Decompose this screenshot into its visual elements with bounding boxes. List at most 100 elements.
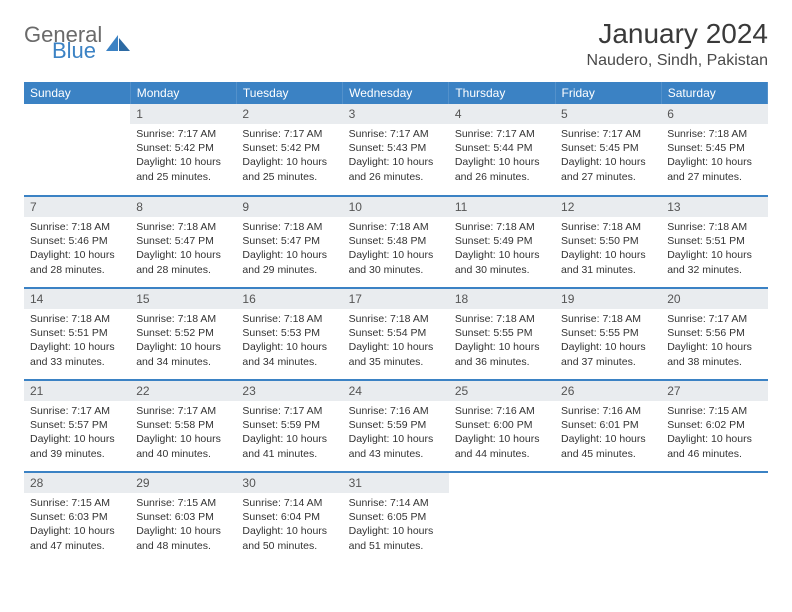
day-body: Sunrise: 7:18 AMSunset: 5:53 PMDaylight:… (236, 309, 342, 375)
day-body: Sunrise: 7:18 AMSunset: 5:52 PMDaylight:… (130, 309, 236, 375)
calendar-cell: 30Sunrise: 7:14 AMSunset: 6:04 PMDayligh… (236, 472, 342, 564)
day-number: 28 (24, 473, 130, 493)
calendar-cell: 15Sunrise: 7:18 AMSunset: 5:52 PMDayligh… (130, 288, 236, 380)
day-number: 8 (130, 197, 236, 217)
day-body: Sunrise: 7:15 AMSunset: 6:02 PMDaylight:… (661, 401, 767, 467)
day-body: Sunrise: 7:17 AMSunset: 5:56 PMDaylight:… (661, 309, 767, 375)
day-body: Sunrise: 7:17 AMSunset: 5:44 PMDaylight:… (449, 124, 555, 190)
calendar-cell: 22Sunrise: 7:17 AMSunset: 5:58 PMDayligh… (130, 380, 236, 472)
day-header: Thursday (449, 82, 555, 104)
day-number: 9 (236, 197, 342, 217)
calendar-cell (555, 472, 661, 564)
calendar-cell: 25Sunrise: 7:16 AMSunset: 6:00 PMDayligh… (449, 380, 555, 472)
day-body: Sunrise: 7:17 AMSunset: 5:43 PMDaylight:… (343, 124, 449, 190)
day-number: 21 (24, 381, 130, 401)
calendar-cell: 23Sunrise: 7:17 AMSunset: 5:59 PMDayligh… (236, 380, 342, 472)
day-header: Saturday (661, 82, 767, 104)
calendar-body: 1Sunrise: 7:17 AMSunset: 5:42 PMDaylight… (24, 104, 768, 564)
calendar-cell: 1Sunrise: 7:17 AMSunset: 5:42 PMDaylight… (130, 104, 236, 196)
day-body: Sunrise: 7:14 AMSunset: 6:04 PMDaylight:… (236, 493, 342, 559)
calendar-cell: 13Sunrise: 7:18 AMSunset: 5:51 PMDayligh… (661, 196, 767, 288)
day-body: Sunrise: 7:16 AMSunset: 6:00 PMDaylight:… (449, 401, 555, 467)
day-body: Sunrise: 7:18 AMSunset: 5:55 PMDaylight:… (449, 309, 555, 375)
day-number: 20 (661, 289, 767, 309)
day-header: Sunday (24, 82, 130, 104)
day-number: 23 (236, 381, 342, 401)
calendar-cell: 8Sunrise: 7:18 AMSunset: 5:47 PMDaylight… (130, 196, 236, 288)
calendar-cell: 20Sunrise: 7:17 AMSunset: 5:56 PMDayligh… (661, 288, 767, 380)
day-number: 26 (555, 381, 661, 401)
brand-logo: General Blue (24, 24, 132, 62)
calendar-cell: 21Sunrise: 7:17 AMSunset: 5:57 PMDayligh… (24, 380, 130, 472)
calendar-cell: 24Sunrise: 7:16 AMSunset: 5:59 PMDayligh… (343, 380, 449, 472)
calendar-cell: 7Sunrise: 7:18 AMSunset: 5:46 PMDaylight… (24, 196, 130, 288)
calendar-cell: 5Sunrise: 7:17 AMSunset: 5:45 PMDaylight… (555, 104, 661, 196)
day-number: 15 (130, 289, 236, 309)
day-number: 25 (449, 381, 555, 401)
day-body: Sunrise: 7:17 AMSunset: 5:58 PMDaylight:… (130, 401, 236, 467)
calendar-cell: 14Sunrise: 7:18 AMSunset: 5:51 PMDayligh… (24, 288, 130, 380)
day-number: 13 (661, 197, 767, 217)
day-number: 3 (343, 104, 449, 124)
day-body: Sunrise: 7:18 AMSunset: 5:47 PMDaylight:… (130, 217, 236, 283)
day-number: 11 (449, 197, 555, 217)
day-body: Sunrise: 7:15 AMSunset: 6:03 PMDaylight:… (130, 493, 236, 559)
day-number: 16 (236, 289, 342, 309)
calendar-cell: 29Sunrise: 7:15 AMSunset: 6:03 PMDayligh… (130, 472, 236, 564)
calendar-cell: 17Sunrise: 7:18 AMSunset: 5:54 PMDayligh… (343, 288, 449, 380)
calendar-cell: 16Sunrise: 7:18 AMSunset: 5:53 PMDayligh… (236, 288, 342, 380)
calendar-cell (449, 472, 555, 564)
day-number: 22 (130, 381, 236, 401)
day-number: 2 (236, 104, 342, 124)
calendar-head: SundayMondayTuesdayWednesdayThursdayFrid… (24, 82, 768, 104)
day-header: Wednesday (343, 82, 449, 104)
calendar-cell: 6Sunrise: 7:18 AMSunset: 5:45 PMDaylight… (661, 104, 767, 196)
day-body: Sunrise: 7:16 AMSunset: 5:59 PMDaylight:… (343, 401, 449, 467)
day-body: Sunrise: 7:14 AMSunset: 6:05 PMDaylight:… (343, 493, 449, 559)
day-number: 12 (555, 197, 661, 217)
calendar-cell: 3Sunrise: 7:17 AMSunset: 5:43 PMDaylight… (343, 104, 449, 196)
day-body: Sunrise: 7:18 AMSunset: 5:50 PMDaylight:… (555, 217, 661, 283)
day-number: 7 (24, 197, 130, 217)
day-body: Sunrise: 7:15 AMSunset: 6:03 PMDaylight:… (24, 493, 130, 559)
day-body: Sunrise: 7:18 AMSunset: 5:46 PMDaylight:… (24, 217, 130, 283)
day-number: 19 (555, 289, 661, 309)
day-number: 14 (24, 289, 130, 309)
calendar-cell (24, 104, 130, 196)
day-body: Sunrise: 7:18 AMSunset: 5:51 PMDaylight:… (661, 217, 767, 283)
calendar-cell (661, 472, 767, 564)
calendar-cell: 2Sunrise: 7:17 AMSunset: 5:42 PMDaylight… (236, 104, 342, 196)
sail-icon (104, 33, 132, 53)
calendar-cell: 26Sunrise: 7:16 AMSunset: 6:01 PMDayligh… (555, 380, 661, 472)
page-header: General Blue January 2024 Naudero, Sindh… (24, 18, 768, 70)
day-header: Friday (555, 82, 661, 104)
day-body: Sunrise: 7:17 AMSunset: 5:42 PMDaylight:… (130, 124, 236, 190)
day-body: Sunrise: 7:18 AMSunset: 5:48 PMDaylight:… (343, 217, 449, 283)
day-body: Sunrise: 7:18 AMSunset: 5:47 PMDaylight:… (236, 217, 342, 283)
calendar-cell: 9Sunrise: 7:18 AMSunset: 5:47 PMDaylight… (236, 196, 342, 288)
day-number: 18 (449, 289, 555, 309)
calendar-cell: 27Sunrise: 7:15 AMSunset: 6:02 PMDayligh… (661, 380, 767, 472)
day-body: Sunrise: 7:17 AMSunset: 5:42 PMDaylight:… (236, 124, 342, 190)
day-body: Sunrise: 7:18 AMSunset: 5:45 PMDaylight:… (661, 124, 767, 190)
day-body: Sunrise: 7:18 AMSunset: 5:55 PMDaylight:… (555, 309, 661, 375)
day-body: Sunrise: 7:17 AMSunset: 5:57 PMDaylight:… (24, 401, 130, 467)
day-number: 30 (236, 473, 342, 493)
location-text: Naudero, Sindh, Pakistan (587, 52, 768, 70)
month-title: January 2024 (587, 18, 768, 50)
calendar-cell: 11Sunrise: 7:18 AMSunset: 5:49 PMDayligh… (449, 196, 555, 288)
calendar-table: SundayMondayTuesdayWednesdayThursdayFrid… (24, 82, 768, 564)
day-number: 24 (343, 381, 449, 401)
day-body: Sunrise: 7:18 AMSunset: 5:54 PMDaylight:… (343, 309, 449, 375)
calendar-cell: 12Sunrise: 7:18 AMSunset: 5:50 PMDayligh… (555, 196, 661, 288)
calendar-cell: 19Sunrise: 7:18 AMSunset: 5:55 PMDayligh… (555, 288, 661, 380)
day-header: Monday (130, 82, 236, 104)
calendar-cell: 4Sunrise: 7:17 AMSunset: 5:44 PMDaylight… (449, 104, 555, 196)
calendar-cell: 31Sunrise: 7:14 AMSunset: 6:05 PMDayligh… (343, 472, 449, 564)
day-body: Sunrise: 7:18 AMSunset: 5:51 PMDaylight:… (24, 309, 130, 375)
day-body: Sunrise: 7:18 AMSunset: 5:49 PMDaylight:… (449, 217, 555, 283)
day-number: 17 (343, 289, 449, 309)
day-number: 4 (449, 104, 555, 124)
title-block: January 2024 Naudero, Sindh, Pakistan (587, 18, 768, 70)
day-header: Tuesday (236, 82, 342, 104)
